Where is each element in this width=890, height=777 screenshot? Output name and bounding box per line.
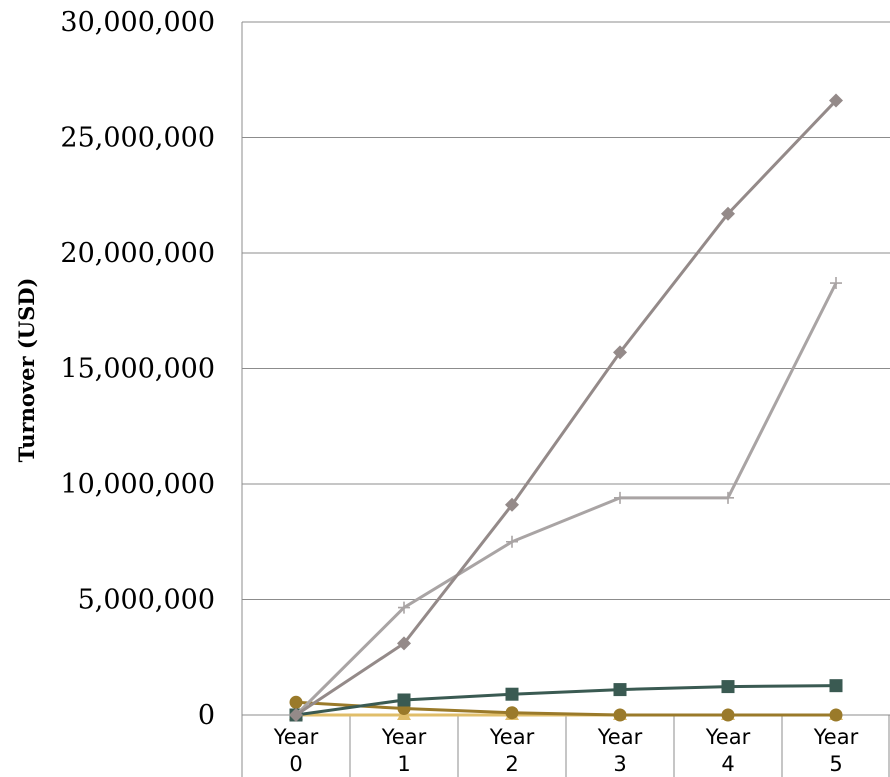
series-line — [290, 277, 842, 721]
data-point-marker — [722, 491, 734, 504]
series-path — [295, 684, 837, 717]
y-tick-label: 10,000,000 — [60, 469, 215, 500]
axes — [241, 22, 890, 777]
data-point-marker — [613, 345, 627, 360]
x-tick-label: Year — [705, 725, 751, 749]
series-path — [294, 282, 838, 717]
data-point-marker — [721, 206, 735, 221]
y-tick-label: 5,000,000 — [78, 585, 215, 616]
y-axis-label: Turnover (USD) — [14, 278, 39, 463]
y-tick-label: 15,000,000 — [60, 354, 215, 385]
y-tick-label: 0 — [198, 700, 215, 731]
series-line — [289, 93, 843, 722]
y-tick-label: 30,000,000 — [60, 7, 215, 38]
series-line — [289, 695, 843, 722]
y-tick-labels: 0 5,000,000 10,000,000 15,000,000 20,000,000… — [60, 7, 215, 731]
series-path — [295, 700, 836, 717]
x-tick-label: Year — [597, 725, 643, 749]
data-point-marker — [614, 491, 626, 504]
data-point-marker — [289, 695, 303, 709]
x-tick-label: Year — [381, 725, 427, 749]
data-point-marker — [721, 708, 735, 722]
x-tick-label: 0 — [289, 752, 302, 776]
data-point-marker — [829, 679, 843, 693]
data-point-marker — [830, 277, 842, 290]
x-tick-label: Year — [489, 725, 535, 749]
y-tick-label: 20,000,000 — [60, 238, 215, 269]
data-point-marker — [613, 683, 627, 697]
data-point-marker — [289, 708, 303, 722]
data-point-marker — [505, 497, 519, 512]
data-point-marker — [721, 680, 735, 694]
data-point-marker — [506, 535, 518, 548]
data-point-marker — [397, 636, 411, 651]
x-tick-label: 5 — [829, 752, 842, 776]
x-tick-label: 2 — [505, 752, 518, 776]
x-tick-label: 4 — [721, 752, 734, 776]
x-tick-label: 1 — [397, 752, 410, 776]
data-point-marker — [829, 93, 843, 108]
x-tick-label: 3 — [613, 752, 626, 776]
data-point-marker — [398, 601, 410, 614]
data-point-marker — [505, 706, 519, 720]
x-tick-label: Year — [273, 725, 319, 749]
data-point-marker — [505, 687, 519, 701]
x-tick-label: Year — [813, 725, 859, 749]
data-point-marker — [829, 708, 843, 722]
series-path — [295, 99, 838, 717]
y-tick-label: 25,000,000 — [60, 123, 215, 154]
x-tick-labels: Year 0 Year 1 Year 2 Year 3 Year 4 Year 5 — [273, 725, 859, 776]
data-point-marker — [613, 708, 627, 722]
series-group — [289, 93, 843, 722]
data-point-marker — [397, 693, 411, 707]
gridlines — [242, 21, 890, 600]
